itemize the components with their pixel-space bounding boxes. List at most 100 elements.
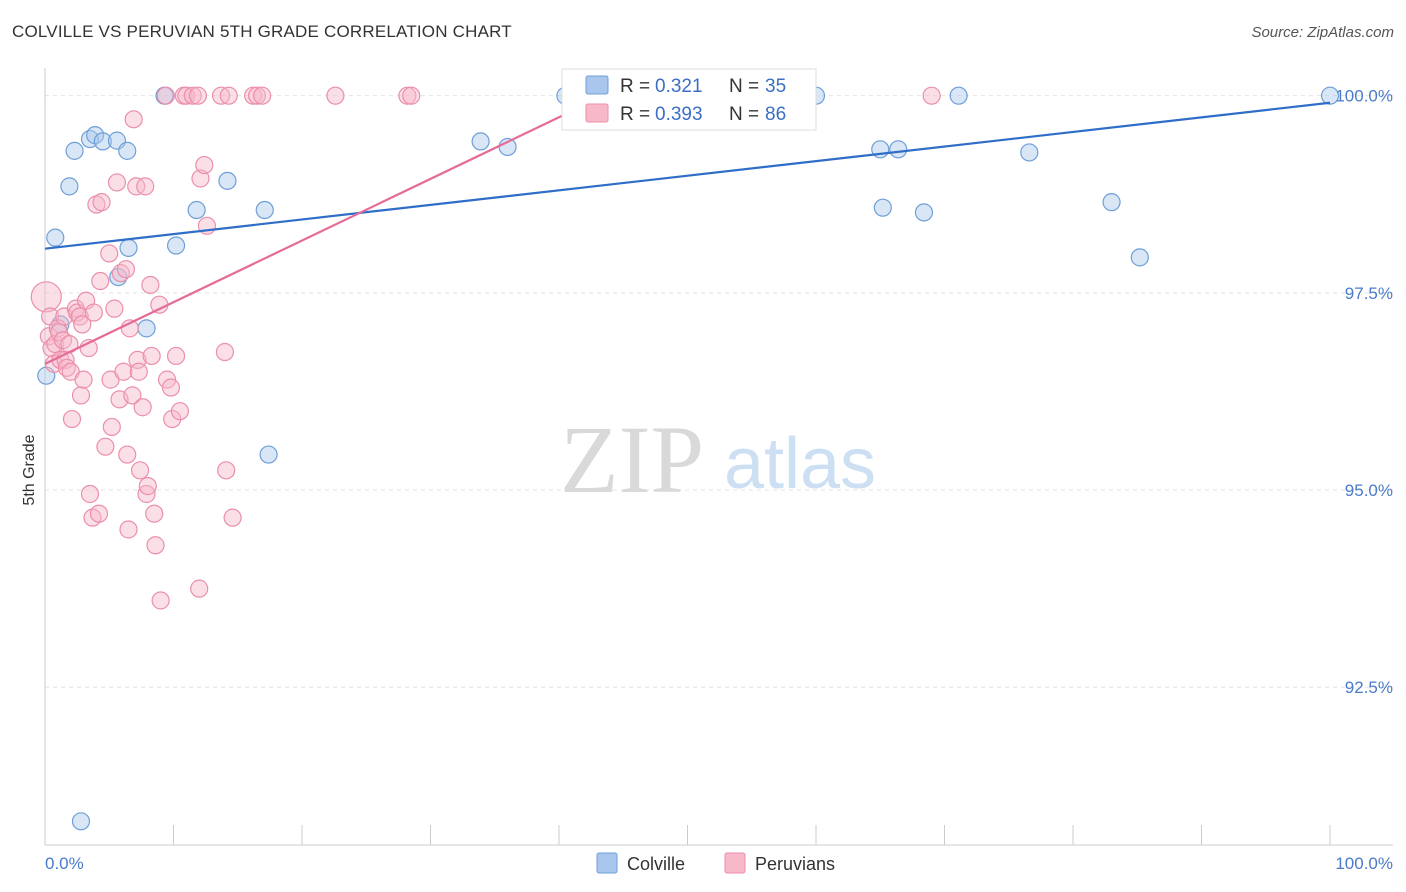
colville-legend-swatch [585,75,609,95]
colville-point-10 [119,238,138,257]
colville-point-18 [71,812,91,831]
peruvians-point-15 [62,409,82,429]
colville-r-label: R = [620,76,650,97]
peruvians-point-50 [133,398,152,417]
peruvians-point-21 [74,370,93,389]
peruvians-point-26 [84,303,103,322]
watermark: ZIP atlas [560,406,876,513]
trend-lines [44,94,1331,365]
peruvians-point-84 [922,86,941,105]
y-tick-label-2: 95.0% [1345,481,1393,500]
x-tick-label-0: 0.0% [45,854,84,873]
peruvians-point-0 [30,281,62,313]
colville-point-34 [1130,248,1149,267]
colville-point-1 [46,228,65,247]
peruvians-point-41 [118,445,137,464]
peruvians-point-32 [100,244,119,263]
colville-point-14 [187,200,206,220]
peruvians-n-value: 86 [765,104,786,125]
peruvians-point-36 [107,173,127,192]
peruvians-point-34 [102,417,121,437]
colville-point-33 [1102,193,1121,212]
peruvians-point-76 [217,461,236,480]
grid-lines [45,95,1393,688]
colville-point-29 [889,140,908,159]
colville-point-3 [65,141,84,160]
series-legend: Colville Peruvians [596,852,835,874]
peruvians-point-44 [123,386,142,405]
y-tick-labels: 100.0% 97.5% 95.0% 92.5% [1335,87,1393,698]
peruvians-points [30,86,941,610]
peruvians-point-28 [89,504,109,523]
y-tick-label-3: 92.5% [1345,678,1393,697]
peruvians-point-35 [105,299,124,318]
peruvians-point-39 [114,362,133,381]
peruvians-point-53 [138,477,157,496]
peruvians-point-77 [223,508,242,527]
peruvians-point-85 [219,86,238,105]
y-tick-label-0: 100.0% [1335,87,1393,106]
peruvians-point-60 [156,86,175,105]
y-tick-label-1: 97.5% [1345,284,1393,303]
peruvians-point-42 [119,520,138,539]
peruvians-legend-label: Peruvians [755,854,835,874]
watermark-atlas: atlas [724,424,876,504]
colville-point-30 [914,203,934,222]
peruvians-point-64 [166,346,186,366]
peruvians-point-55 [142,346,161,366]
stats-legend: R = 0.321 N = 35 R = 0.393 N = 86 [561,68,817,131]
peruvians-point-81 [326,86,345,105]
peruvians-point-31 [96,437,115,456]
peruvians-point-75 [215,342,234,362]
colville-point-35 [1320,86,1340,105]
colville-point-6 [93,132,112,151]
peruvians-point-56 [145,504,164,523]
peruvians-point-82 [398,86,417,105]
peruvians-point-20 [73,315,92,334]
peruvians-point-24 [80,484,100,504]
peruvians-point-51 [136,177,155,196]
watermark-zip: ZIP [560,406,704,513]
x-tick-labels: 0.0% 100.0% [45,854,1393,873]
colville-point-2 [60,177,79,196]
peruvians-point-65 [170,402,190,421]
axes [44,68,1393,846]
peruvians-legend-swatch [585,103,609,123]
peruvians-point-62 [161,378,181,397]
colville-point-28 [873,198,892,217]
colville-point-11 [137,319,156,338]
peruvians-point-72 [195,155,214,175]
peruvians-point-48 [129,362,148,381]
colville-n-value: 35 [765,76,786,97]
peruvians-point-79 [247,86,267,105]
colville-point-13 [166,236,186,255]
peruvians-point-30 [92,193,111,212]
colville-point-16 [255,200,274,220]
colville-r-value: 0.321 [655,76,703,97]
colville-point-32 [1020,143,1039,162]
peruvians-n-label: N = [729,104,759,125]
peruvians-trend-line [44,94,605,365]
peruvians-point-49 [130,461,150,480]
peruvians-point-57 [146,536,165,555]
peruvians-point-74 [211,86,231,105]
peruvians-point-54 [141,275,160,295]
peruvians-r-value: 0.393 [655,104,703,125]
colville-legend-marker [596,852,618,874]
colville-n-label: N = [729,76,759,97]
y-axis-label: 5th Grade [21,434,38,505]
colville-point-20 [471,132,490,151]
peruvians-point-69 [188,86,208,105]
colville-trend-line [44,101,1331,250]
chart-title: COLVILLE VS PERUVIAN 5TH GRADE CORRELATI… [12,22,512,41]
peruvians-r-label: R = [620,104,650,125]
peruvians-point-83 [402,86,421,105]
colville-point-9 [118,141,137,160]
colville-legend-label: Colville [627,854,685,874]
peruvians-point-68 [183,86,202,105]
colville-point-17 [259,445,278,464]
peruvians-point-59 [151,591,170,610]
peruvians-point-80 [253,86,272,105]
peruvians-point-29 [91,271,110,291]
